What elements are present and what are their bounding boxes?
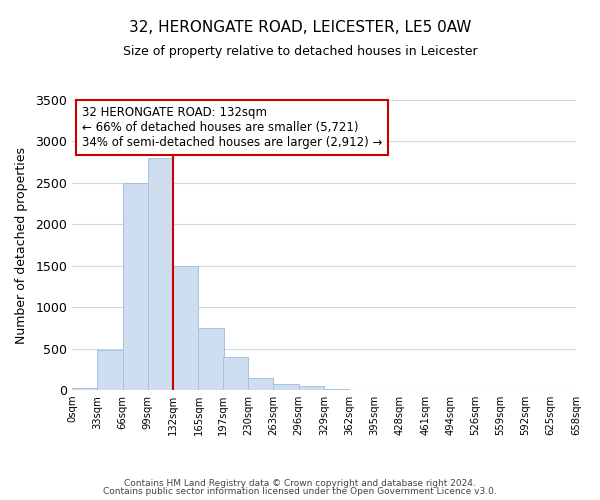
Bar — [148, 158, 173, 390]
Bar — [248, 378, 274, 390]
Bar — [97, 350, 122, 390]
Text: Contains public sector information licensed under the Open Government Licence v3: Contains public sector information licen… — [103, 487, 497, 496]
Bar — [299, 386, 324, 390]
Bar — [199, 328, 224, 390]
Bar — [173, 266, 199, 390]
Bar — [122, 183, 148, 390]
Bar — [274, 384, 299, 390]
Text: 32 HERONGATE ROAD: 132sqm
← 66% of detached houses are smaller (5,721)
34% of se: 32 HERONGATE ROAD: 132sqm ← 66% of detac… — [82, 106, 382, 149]
Text: Contains HM Land Registry data © Crown copyright and database right 2024.: Contains HM Land Registry data © Crown c… — [124, 478, 476, 488]
Bar — [223, 357, 248, 390]
Text: Size of property relative to detached houses in Leicester: Size of property relative to detached ho… — [122, 45, 478, 58]
Bar — [324, 389, 349, 390]
Text: 32, HERONGATE ROAD, LEICESTER, LE5 0AW: 32, HERONGATE ROAD, LEICESTER, LE5 0AW — [129, 20, 471, 35]
Y-axis label: Number of detached properties: Number of detached properties — [16, 146, 28, 344]
Bar — [72, 388, 97, 390]
